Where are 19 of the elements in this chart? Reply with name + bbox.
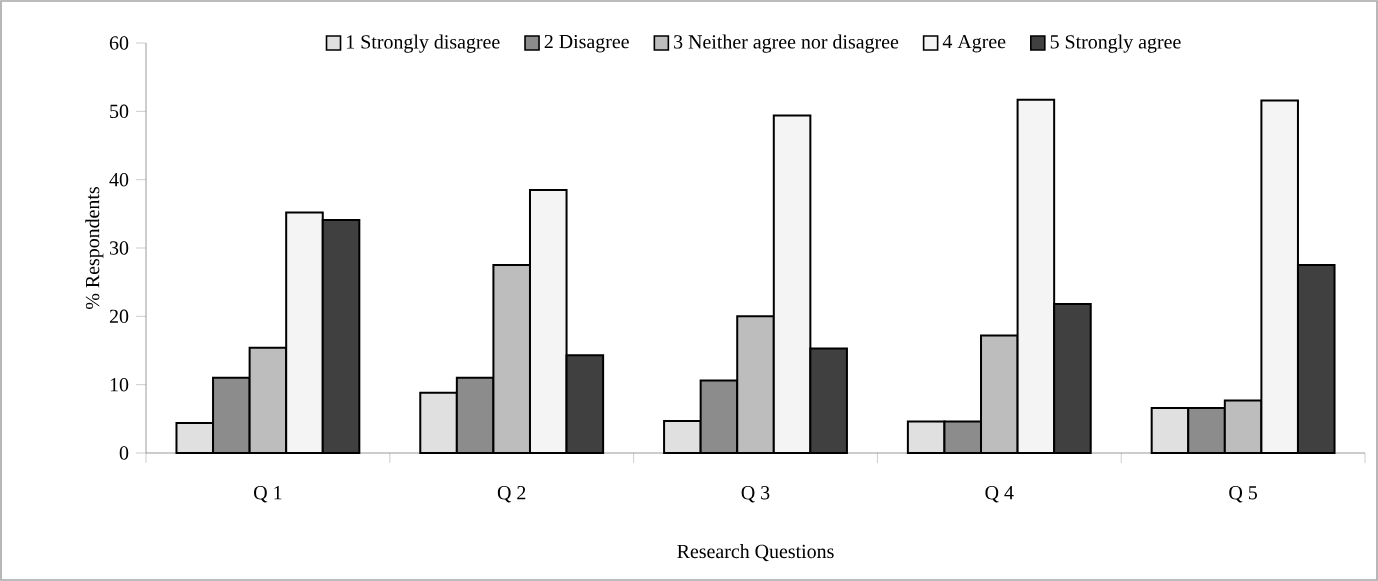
y-tick-label: 50: [110, 104, 129, 119]
y-tick-label: 10: [110, 377, 129, 392]
x-tick-label: Q 2: [497, 486, 526, 503]
legend-label: 1 Strongly disagree: [347, 34, 500, 53]
y-tick-label: 60: [109, 36, 129, 50]
x-tick-label: Q 4: [985, 486, 1014, 503]
x-tick-label: Q 3: [741, 486, 770, 503]
legend-label: 4 Agree: [942, 34, 1006, 53]
legend-label: 3 Neither agree nor disagree: [674, 34, 899, 53]
y-tick-label: 20: [109, 309, 129, 324]
x-tick-label: Q 5: [1229, 486, 1257, 503]
y-tick-label: 40: [109, 172, 129, 187]
x-tick-label: Q 1: [254, 486, 282, 503]
y-axis-title: % Respondents: [85, 187, 104, 310]
y-tick-label: 30: [110, 241, 129, 255]
y-tick-label: 0: [119, 446, 129, 460]
legend-label: 2 Disagree: [544, 34, 629, 53]
x-axis-title: Research Questions: [677, 544, 834, 562]
legend-label: 5 Strongly agree: [1050, 34, 1181, 53]
